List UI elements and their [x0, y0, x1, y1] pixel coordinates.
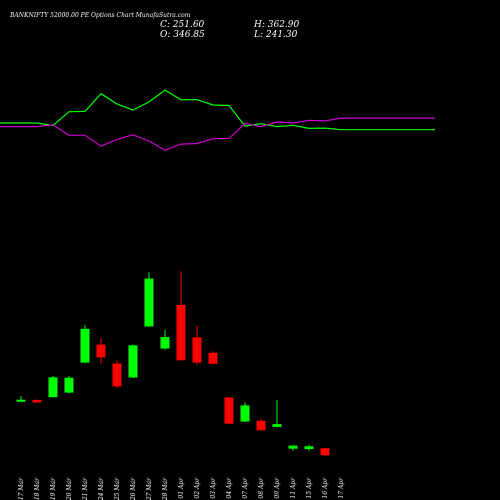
green-indicator-line — [0, 89, 435, 131]
candle-19 — [304, 444, 314, 451]
candle-body — [16, 399, 26, 402]
candle-body — [112, 363, 122, 387]
x-tick-label: 17 Apr — [338, 477, 345, 499]
x-tick-label: 17 Mar — [18, 477, 25, 500]
candle-9 — [144, 272, 154, 327]
candle-body — [256, 420, 266, 431]
x-tick-label: 01 Apr — [178, 477, 185, 499]
candle-body — [240, 405, 250, 422]
open-value: O: 346.85 — [160, 30, 205, 40]
candle-17 — [272, 400, 282, 428]
candle-body — [224, 397, 234, 424]
candle-13 — [208, 351, 218, 365]
x-tick-label: 18 Mar — [34, 477, 41, 500]
candle-12 — [192, 325, 202, 365]
indicator-lines — [0, 89, 435, 151]
x-axis-ticks: 17 Mar 18 Mar 19 Mar 20 Mar 21 Mar 24 Mar 25 M… — [18, 477, 345, 500]
candle-15 — [240, 402, 250, 422]
x-tick-label: 27 Mar — [146, 477, 153, 500]
chart-title: BANKNIFTY 52000.00 PE Options Chart Muna… — [10, 12, 191, 19]
candle-14 — [224, 397, 234, 424]
candle-body — [160, 337, 170, 349]
candle-1 — [16, 396, 26, 402]
candle-16 — [256, 418, 266, 431]
candle-8 — [128, 344, 138, 378]
x-tick-label: 24 Mar — [98, 477, 105, 500]
candle-6 — [96, 337, 106, 364]
candle-18 — [288, 445, 298, 451]
candle-body — [80, 328, 90, 363]
x-tick-label: 08 Apr — [258, 477, 265, 499]
candle-body — [64, 377, 74, 393]
candle-body — [192, 337, 202, 363]
candle-2 — [32, 399, 42, 403]
x-tick-label: 20 Mar — [66, 477, 73, 500]
x-tick-label: 04 Apr — [226, 477, 233, 499]
x-tick-label: 02 Apr — [194, 477, 201, 499]
candle-body — [272, 424, 282, 427]
x-tick-label: 16 Apr — [322, 477, 329, 499]
candle-5 — [80, 325, 90, 364]
x-tick-label: 15 Apr — [306, 477, 313, 499]
x-tick-label: 19 Mar — [50, 477, 57, 500]
x-tick-label: 25 Mar — [114, 477, 121, 500]
candle-body — [288, 445, 298, 449]
x-tick-label: 21 Mar — [82, 477, 89, 500]
candle-4 — [64, 376, 74, 394]
magenta-indicator-line — [0, 117, 435, 151]
candle-body — [304, 446, 314, 450]
candle-body — [176, 304, 186, 361]
candle-body — [32, 400, 42, 403]
x-tick-label: 09 Apr — [274, 477, 281, 499]
candlesticks — [16, 271, 330, 456]
low-value: L: 241.30 — [254, 30, 298, 40]
candle-body — [96, 344, 106, 358]
x-tick-label: 03 Apr — [210, 477, 217, 499]
candle-7 — [112, 360, 122, 389]
candle-11 — [176, 271, 186, 361]
candle-10 — [160, 330, 170, 350]
x-tick-label: 26 Mar — [130, 477, 137, 500]
candle-body — [208, 352, 218, 364]
candle-3 — [48, 375, 58, 398]
candle-body — [320, 448, 330, 456]
x-tick-label: 11 Apr — [290, 477, 297, 499]
candle-20 — [320, 448, 330, 456]
high-value: H: 362.90 — [254, 20, 300, 30]
candle-body — [128, 345, 138, 378]
x-tick-label: 07 Apr — [242, 477, 249, 499]
x-tick-label: 28 Mar — [162, 477, 169, 500]
close-value: C: 251.60 — [160, 20, 205, 30]
candle-body — [144, 278, 154, 327]
candle-body — [48, 377, 58, 398]
